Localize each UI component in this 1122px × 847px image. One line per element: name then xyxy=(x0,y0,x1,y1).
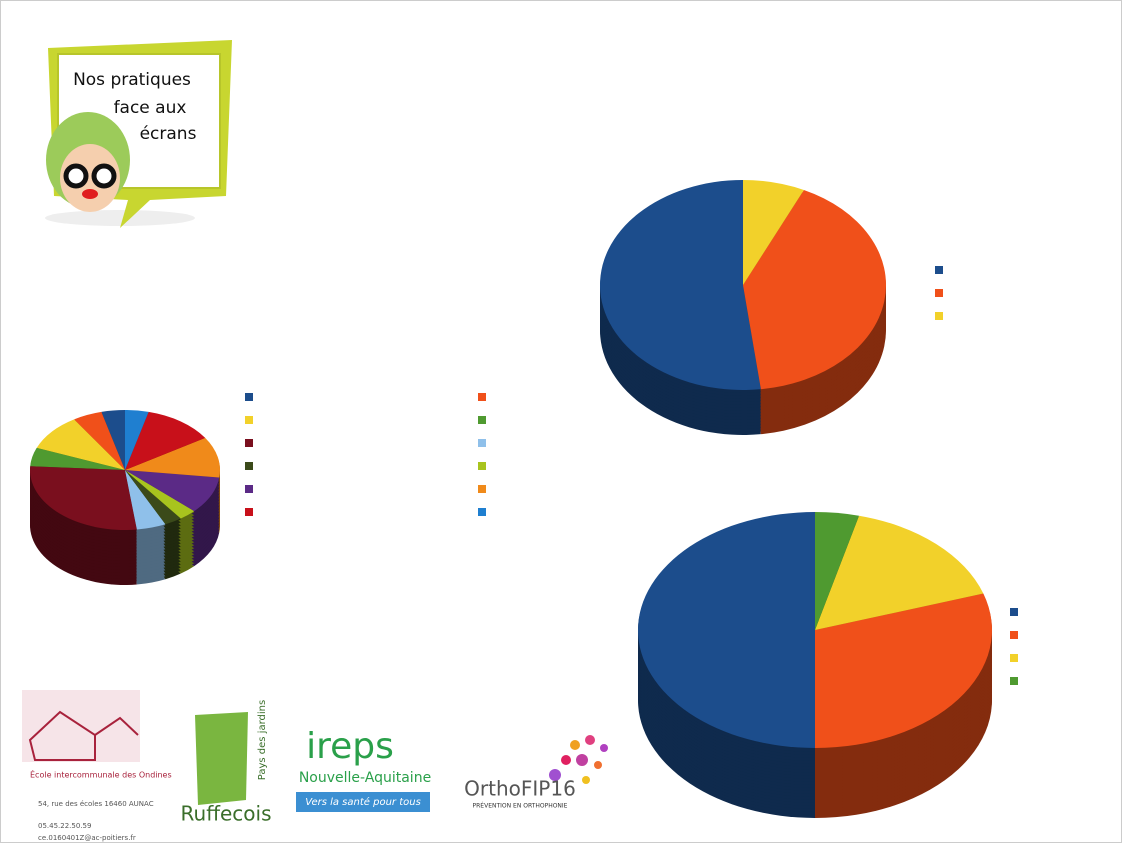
legend-swatch xyxy=(478,485,486,493)
school-phone: 05.45.22.50.59 xyxy=(38,822,91,830)
ruffec-name: Ruffecois xyxy=(181,802,272,826)
school-address: 54, rue des écoles 16460 AUNAC xyxy=(38,800,154,808)
legend-swatch xyxy=(1010,677,1018,685)
legend-swatch xyxy=(245,416,253,424)
ruffec-sub: Pays des jardins xyxy=(257,700,268,780)
legend-swatch xyxy=(245,485,253,493)
legend-swatch xyxy=(478,393,486,401)
poster: Nos pratiquesface auxécrans École interc… xyxy=(0,0,1122,843)
legend-swatch xyxy=(478,508,486,516)
ruffec-leaf xyxy=(195,712,248,805)
legend-swatch xyxy=(935,266,943,274)
legend-swatch xyxy=(478,416,486,424)
legend-swatch xyxy=(245,508,253,516)
ireps-name: ireps xyxy=(306,726,394,767)
ortho-tag: PRÉVENTION EN ORTHOPHONIE xyxy=(473,802,568,810)
legend-swatch xyxy=(245,462,253,470)
legend-swatch xyxy=(478,462,486,470)
legend-swatch xyxy=(935,289,943,297)
school-email: ce.0160401Z@ac-poitiers.fr xyxy=(38,834,136,842)
legend-swatch xyxy=(245,439,253,447)
ireps-region: Nouvelle-Aquitaine xyxy=(299,770,431,786)
legend-swatch xyxy=(245,393,253,401)
school-logo xyxy=(22,690,140,762)
legend-swatch xyxy=(478,439,486,447)
legend-swatch xyxy=(1010,608,1018,616)
ireps-tag: Vers la santé pour tous xyxy=(305,796,421,808)
legend-swatch xyxy=(935,312,943,320)
legend-swatch xyxy=(1010,631,1018,639)
legend-swatch xyxy=(1010,654,1018,662)
school-name: École intercommunale des Ondines xyxy=(30,769,172,780)
ortho-name: OrthoFIP16 xyxy=(464,777,576,801)
